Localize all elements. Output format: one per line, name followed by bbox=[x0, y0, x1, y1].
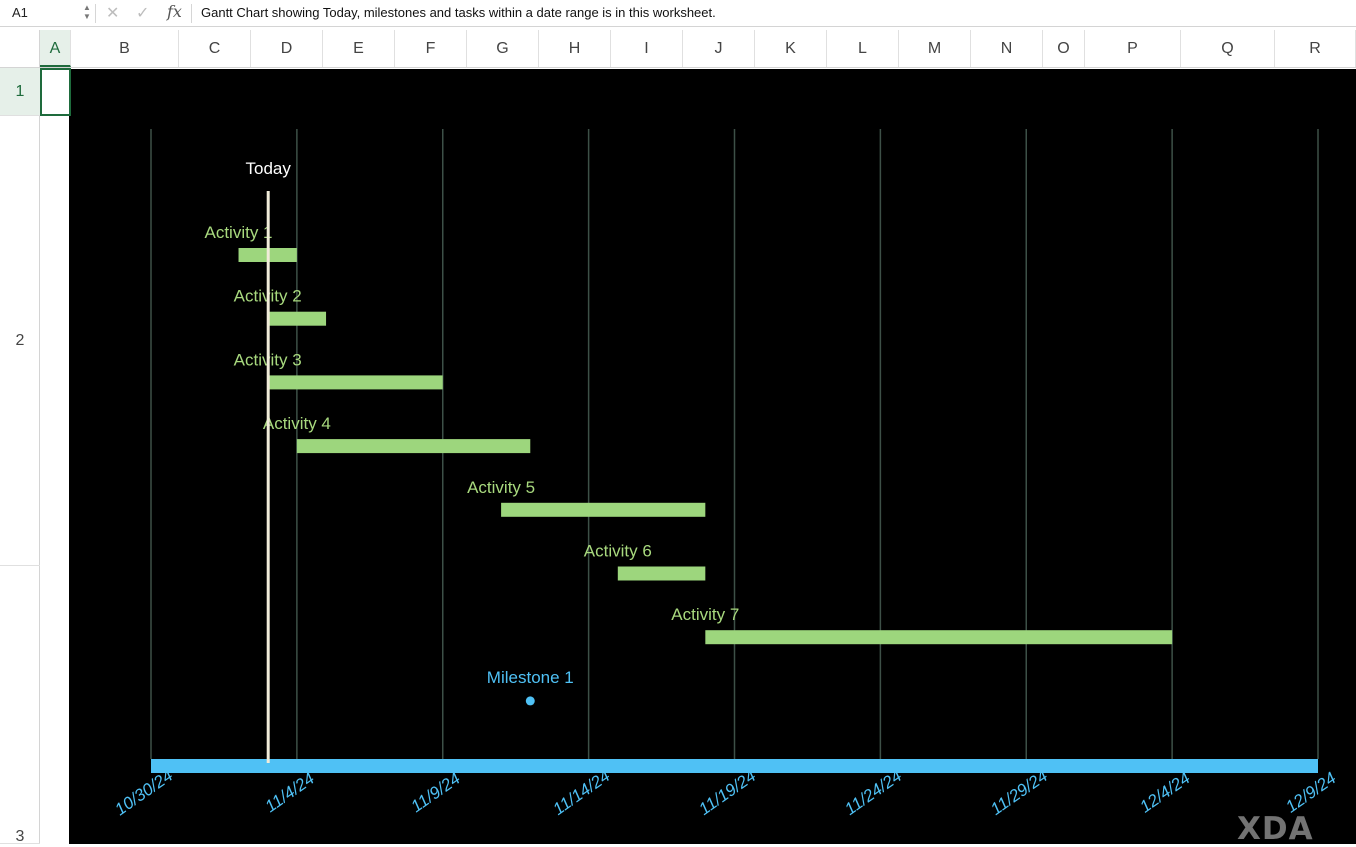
column-header-d[interactable]: D bbox=[251, 30, 323, 67]
name-box-dropdown-icon[interactable]: ▲ ▼ bbox=[83, 3, 91, 21]
task-bar bbox=[617, 566, 706, 581]
column-header-o[interactable]: O bbox=[1043, 30, 1085, 67]
x-axis-tick-label: 12/9/24 bbox=[1282, 768, 1339, 816]
gantt-chart[interactable]: 10/30/24 11/4/24 11/9/24 11/14/24 11/19/24 11… bbox=[69, 69, 1356, 847]
formula-bar-divider bbox=[191, 4, 192, 23]
task-label: Activity 1 bbox=[205, 223, 273, 242]
x-axis-tick-label: 11/24/24 bbox=[841, 766, 905, 819]
formula-input[interactable]: Gantt Chart showing Today, milestones an… bbox=[201, 5, 716, 20]
x-axis-tick-label: 12/4/24 bbox=[1136, 768, 1193, 816]
column-header-k[interactable]: K bbox=[755, 30, 827, 67]
task-bar bbox=[267, 375, 443, 390]
milestone-label: Milestone 1 bbox=[487, 668, 574, 687]
row-header-label: 1 bbox=[15, 83, 25, 100]
column-header-i[interactable]: I bbox=[611, 30, 683, 67]
x-axis-tick-label: 11/29/24 bbox=[987, 766, 1051, 819]
row-header-bar: 1 2 3 bbox=[0, 68, 40, 845]
confirm-icon[interactable]: ✓ bbox=[136, 5, 150, 22]
column-header-r[interactable]: R bbox=[1275, 30, 1356, 67]
task-label: Activity 5 bbox=[467, 478, 535, 497]
column-header-g[interactable]: G bbox=[467, 30, 539, 67]
row-header-2[interactable]: 2 bbox=[0, 116, 40, 566]
formula-bar-divider bbox=[95, 4, 96, 23]
x-axis-tick-label: 10/30/24 bbox=[111, 766, 176, 820]
row-header-label: 2 bbox=[15, 332, 25, 349]
formula-bar: A1 ▲ ▼ ✕ ✓ fx Gantt Chart showing Today, … bbox=[0, 0, 1356, 27]
select-all-corner[interactable] bbox=[0, 30, 40, 68]
task-label: Activity 7 bbox=[671, 605, 739, 624]
selected-cell-a1[interactable] bbox=[40, 68, 71, 116]
task-bar bbox=[705, 630, 1173, 645]
gantt-chart-svg: 10/30/24 11/4/24 11/9/24 11/14/24 11/19/24 11… bbox=[111, 129, 1340, 820]
x-axis-tick-label: 11/4/24 bbox=[262, 769, 318, 816]
xda-watermark-logo: XDA bbox=[1237, 811, 1314, 847]
milestone-marker bbox=[525, 696, 535, 706]
column-header-q[interactable]: Q bbox=[1181, 30, 1275, 67]
date-axis-bar bbox=[151, 759, 1318, 773]
column-header-c[interactable]: C bbox=[179, 30, 251, 67]
column-header-b[interactable]: B bbox=[71, 30, 179, 67]
cancel-icon[interactable]: ✕ bbox=[106, 5, 120, 22]
column-header-n[interactable]: N bbox=[971, 30, 1043, 67]
task-bar bbox=[267, 311, 327, 326]
insert-function-icon[interactable]: fx bbox=[167, 2, 182, 21]
column-header-l[interactable]: L bbox=[827, 30, 899, 67]
column-header-m[interactable]: M bbox=[899, 30, 971, 67]
column-header-h[interactable]: H bbox=[539, 30, 611, 67]
task-label: Activity 6 bbox=[584, 542, 652, 561]
x-axis-tick-label: 11/19/24 bbox=[695, 766, 759, 819]
column-header-j[interactable]: J bbox=[683, 30, 755, 67]
column-header-e[interactable]: E bbox=[323, 30, 395, 67]
task-bar bbox=[296, 439, 531, 454]
x-axis-tick-label: 11/14/24 bbox=[549, 766, 613, 819]
row-header-3[interactable]: 3 bbox=[0, 566, 40, 845]
column-header-p[interactable]: P bbox=[1085, 30, 1181, 67]
column-header-f[interactable]: F bbox=[395, 30, 467, 67]
row-header-1[interactable]: 1 bbox=[0, 68, 40, 116]
x-axis-tick-label: 11/9/24 bbox=[407, 769, 463, 816]
row-header-label: 3 bbox=[15, 828, 25, 845]
task-bar bbox=[501, 502, 706, 517]
name-box[interactable]: A1 bbox=[12, 5, 28, 20]
today-label: Today bbox=[246, 159, 292, 178]
task-label: Activity 4 bbox=[263, 414, 331, 433]
column-header-a[interactable]: A bbox=[40, 30, 71, 67]
